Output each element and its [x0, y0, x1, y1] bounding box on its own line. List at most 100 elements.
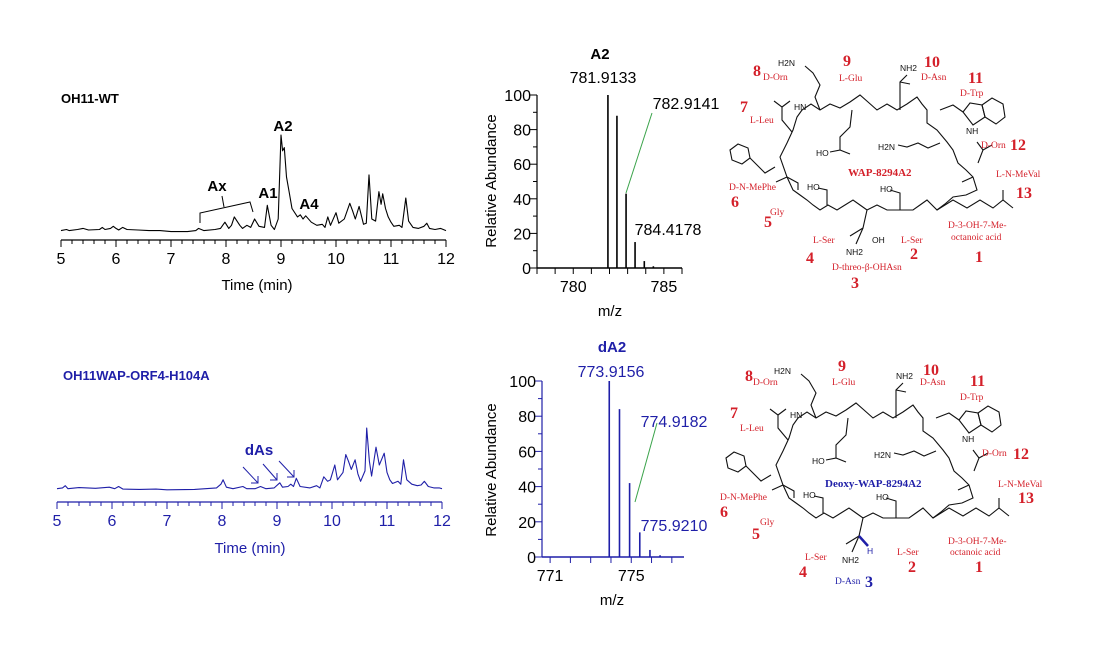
residue-name: D-3-OH-7-Me- [948, 537, 1007, 547]
y-tick-label: 20 [513, 226, 531, 243]
atom-label: H2N [874, 450, 891, 460]
residue-number: 7 [740, 99, 748, 116]
residue-number: 5 [752, 526, 760, 543]
residue-number: 13 [1018, 490, 1034, 507]
x-axis-title: Time (min) [214, 540, 285, 557]
x-tick-label: 6 [108, 513, 117, 530]
residue-name: D-N-MePhe [720, 493, 767, 503]
x-tick-label: 9 [277, 251, 286, 268]
residue-name: Gly [760, 518, 775, 528]
residue-number: 7 [730, 405, 738, 422]
y-tick-label: 0 [522, 261, 531, 278]
residue-number: 12 [1013, 446, 1029, 463]
residue-name: D-Orn [982, 449, 1007, 459]
y-tick-label: 0 [527, 550, 536, 567]
residue-number: 5 [764, 214, 772, 231]
chromatogram-mutant: OH11WAP-ORF4-H104A Time (min) dAs 5 6 7 8 9 1… [53, 368, 451, 557]
peak-label: 775.9210 [641, 518, 708, 535]
atom-label: H2N [878, 142, 895, 152]
atom-labels: H2N NH2 HO H2N HO HO NH2 HN NH [774, 366, 974, 565]
y-tick-label: 80 [513, 123, 531, 140]
arrow-3 [278, 460, 295, 478]
residue-number: 9 [838, 358, 846, 375]
residue-number: 4 [799, 564, 807, 581]
mass-spectrum-da2: dA2 773.9156 774.9182 775.9210 Relative … [483, 339, 707, 609]
atom-label: OH [872, 235, 885, 245]
arrow-2 [262, 463, 278, 481]
x-tick-label: 7 [167, 251, 176, 268]
chromatogram-title: OH11-WT [61, 91, 119, 106]
spectrum-title: dA2 [598, 339, 626, 356]
atom-label: NH2 [896, 371, 913, 381]
x-tick-label: 5 [53, 513, 62, 530]
peak-annotation-a1: A1 [258, 185, 277, 202]
residue-number: 2 [908, 559, 916, 576]
x-tick-label: 10 [327, 251, 345, 268]
atom-label: HO [812, 456, 825, 466]
spectrum-title: A2 [590, 46, 609, 63]
x-tick-label: 8 [222, 251, 231, 268]
residue-name: D-Trp [960, 393, 984, 403]
atom-label: H2N [774, 366, 791, 376]
arrow-2-head [270, 473, 278, 481]
mass-spectrum-a2: A2 781.9133 782.9141 784.4178 Relative A… [483, 46, 719, 320]
atom-label: NH2 [846, 247, 863, 257]
peak-label-leader [634, 422, 658, 503]
deoxy-bond [858, 535, 869, 547]
atom-label: HO [876, 492, 889, 502]
atom-label: NH [966, 126, 978, 136]
residue-number: 6 [720, 504, 728, 521]
residue-number: 4 [806, 250, 814, 267]
atom-label: HO [803, 490, 816, 500]
residue-number: 10 [924, 54, 940, 71]
x-tick-label: 775 [618, 568, 645, 585]
chromatogram-wt: OH11-WT Time (min) A2 A1 A4 Ax 5 6 7 8 9 10 11… [57, 91, 455, 294]
residue-name: D-N-MePhe [729, 183, 776, 193]
residue-number: 10 [923, 362, 939, 379]
atom-label-h: H [867, 546, 873, 556]
residue-number: 1 [975, 249, 983, 266]
residue-name: L-Ser [805, 553, 827, 563]
residue-number: 9 [843, 53, 851, 70]
residue-labels: 1 D-3-OH-7-Me- octanoic acid 2 L-Ser 3 D… [729, 53, 1041, 292]
peak-annotation-das: dAs [245, 442, 273, 459]
residue-name: L-Ser [897, 548, 919, 558]
residue-name: L-Leu [750, 116, 774, 126]
atom-label: HN [790, 410, 802, 420]
residue-name: Gly [770, 208, 785, 218]
arrow-1-head [251, 476, 259, 484]
atom-labels: H2N NH2 HO H2N HO HO NH2 OH HN NH [778, 58, 978, 257]
y-tick-label: 60 [518, 444, 536, 461]
atom-label: HO [880, 184, 893, 194]
residue-number: 12 [1010, 137, 1026, 154]
residue-number: 2 [910, 246, 918, 263]
residue-labels: 1 D-3-OH-7-Me- octanoic acid 2 L-Ser 3 D… [720, 358, 1043, 591]
residue-number: 1 [975, 559, 983, 576]
x-tick-label: 11 [383, 251, 400, 268]
atom-label: HN [794, 102, 806, 112]
x-tick-label: 12 [433, 513, 451, 530]
structure-wap-8294a2: H2N NH2 HO H2N HO HO NH2 OH HN NH WAP-82… [729, 53, 1041, 292]
peak-label: 781.9133 [570, 70, 637, 87]
structure-deoxy-wap-8294a2: H H2N NH2 HO H2N HO HO NH2 HN NH Deoxy-W… [720, 358, 1043, 591]
peak-label: 782.9141 [653, 96, 720, 113]
y-tick-label: 100 [509, 374, 536, 391]
atom-label: HO [807, 182, 820, 192]
residue-number: 8 [753, 63, 761, 80]
y-tick-label: 100 [504, 88, 531, 105]
das-arrows [242, 460, 295, 484]
x-tick-label: 785 [651, 279, 678, 296]
residue-name: L-N-MeVal [996, 170, 1041, 180]
residue-name: D-Trp [960, 89, 984, 99]
residue-number: 6 [731, 194, 739, 211]
peak-label: 773.9156 [578, 364, 645, 381]
residue-name: octanoic acid [950, 548, 1001, 558]
residue-name: D-Orn [981, 141, 1006, 151]
x-tick-label: 780 [560, 279, 587, 296]
y-tick-label: 40 [518, 480, 536, 497]
x-tick-label: 5 [57, 251, 66, 268]
y-tick-label: 60 [513, 157, 531, 174]
x-axis-title: Time (min) [221, 277, 292, 294]
residue-name: L-Ser [813, 236, 835, 246]
